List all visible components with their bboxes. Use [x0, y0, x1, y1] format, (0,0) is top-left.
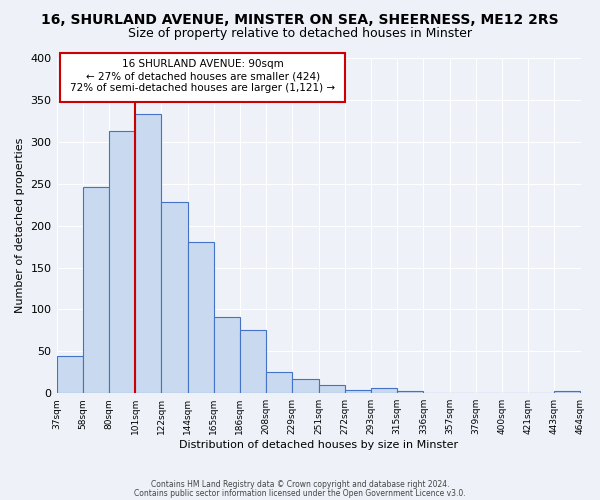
Bar	[266, 372, 292, 393]
Bar	[240, 330, 266, 393]
Bar	[397, 390, 424, 393]
Bar	[371, 388, 397, 393]
Text: 16, SHURLAND AVENUE, MINSTER ON SEA, SHEERNESS, ME12 2RS: 16, SHURLAND AVENUE, MINSTER ON SEA, SHE…	[41, 12, 559, 26]
Text: Contains HM Land Registry data © Crown copyright and database right 2024.: Contains HM Land Registry data © Crown c…	[151, 480, 449, 489]
Y-axis label: Number of detached properties: Number of detached properties	[15, 138, 25, 314]
Bar	[109, 131, 135, 393]
Bar	[292, 379, 319, 393]
Bar	[214, 317, 240, 393]
Bar	[135, 114, 161, 393]
Bar	[161, 202, 188, 393]
FancyBboxPatch shape	[61, 54, 345, 102]
Bar	[345, 390, 371, 393]
Text: 16 SHURLAND AVENUE: 90sqm: 16 SHURLAND AVENUE: 90sqm	[122, 59, 283, 69]
Bar	[83, 187, 109, 393]
Bar	[188, 242, 214, 393]
Bar	[56, 356, 83, 393]
Text: ← 27% of detached houses are smaller (424): ← 27% of detached houses are smaller (42…	[86, 72, 320, 82]
Text: Contains public sector information licensed under the Open Government Licence v3: Contains public sector information licen…	[134, 488, 466, 498]
Bar	[554, 390, 580, 393]
Bar	[319, 385, 345, 393]
Text: Size of property relative to detached houses in Minster: Size of property relative to detached ho…	[128, 28, 472, 40]
Text: 72% of semi-detached houses are larger (1,121) →: 72% of semi-detached houses are larger (…	[70, 84, 335, 94]
X-axis label: Distribution of detached houses by size in Minster: Distribution of detached houses by size …	[179, 440, 458, 450]
